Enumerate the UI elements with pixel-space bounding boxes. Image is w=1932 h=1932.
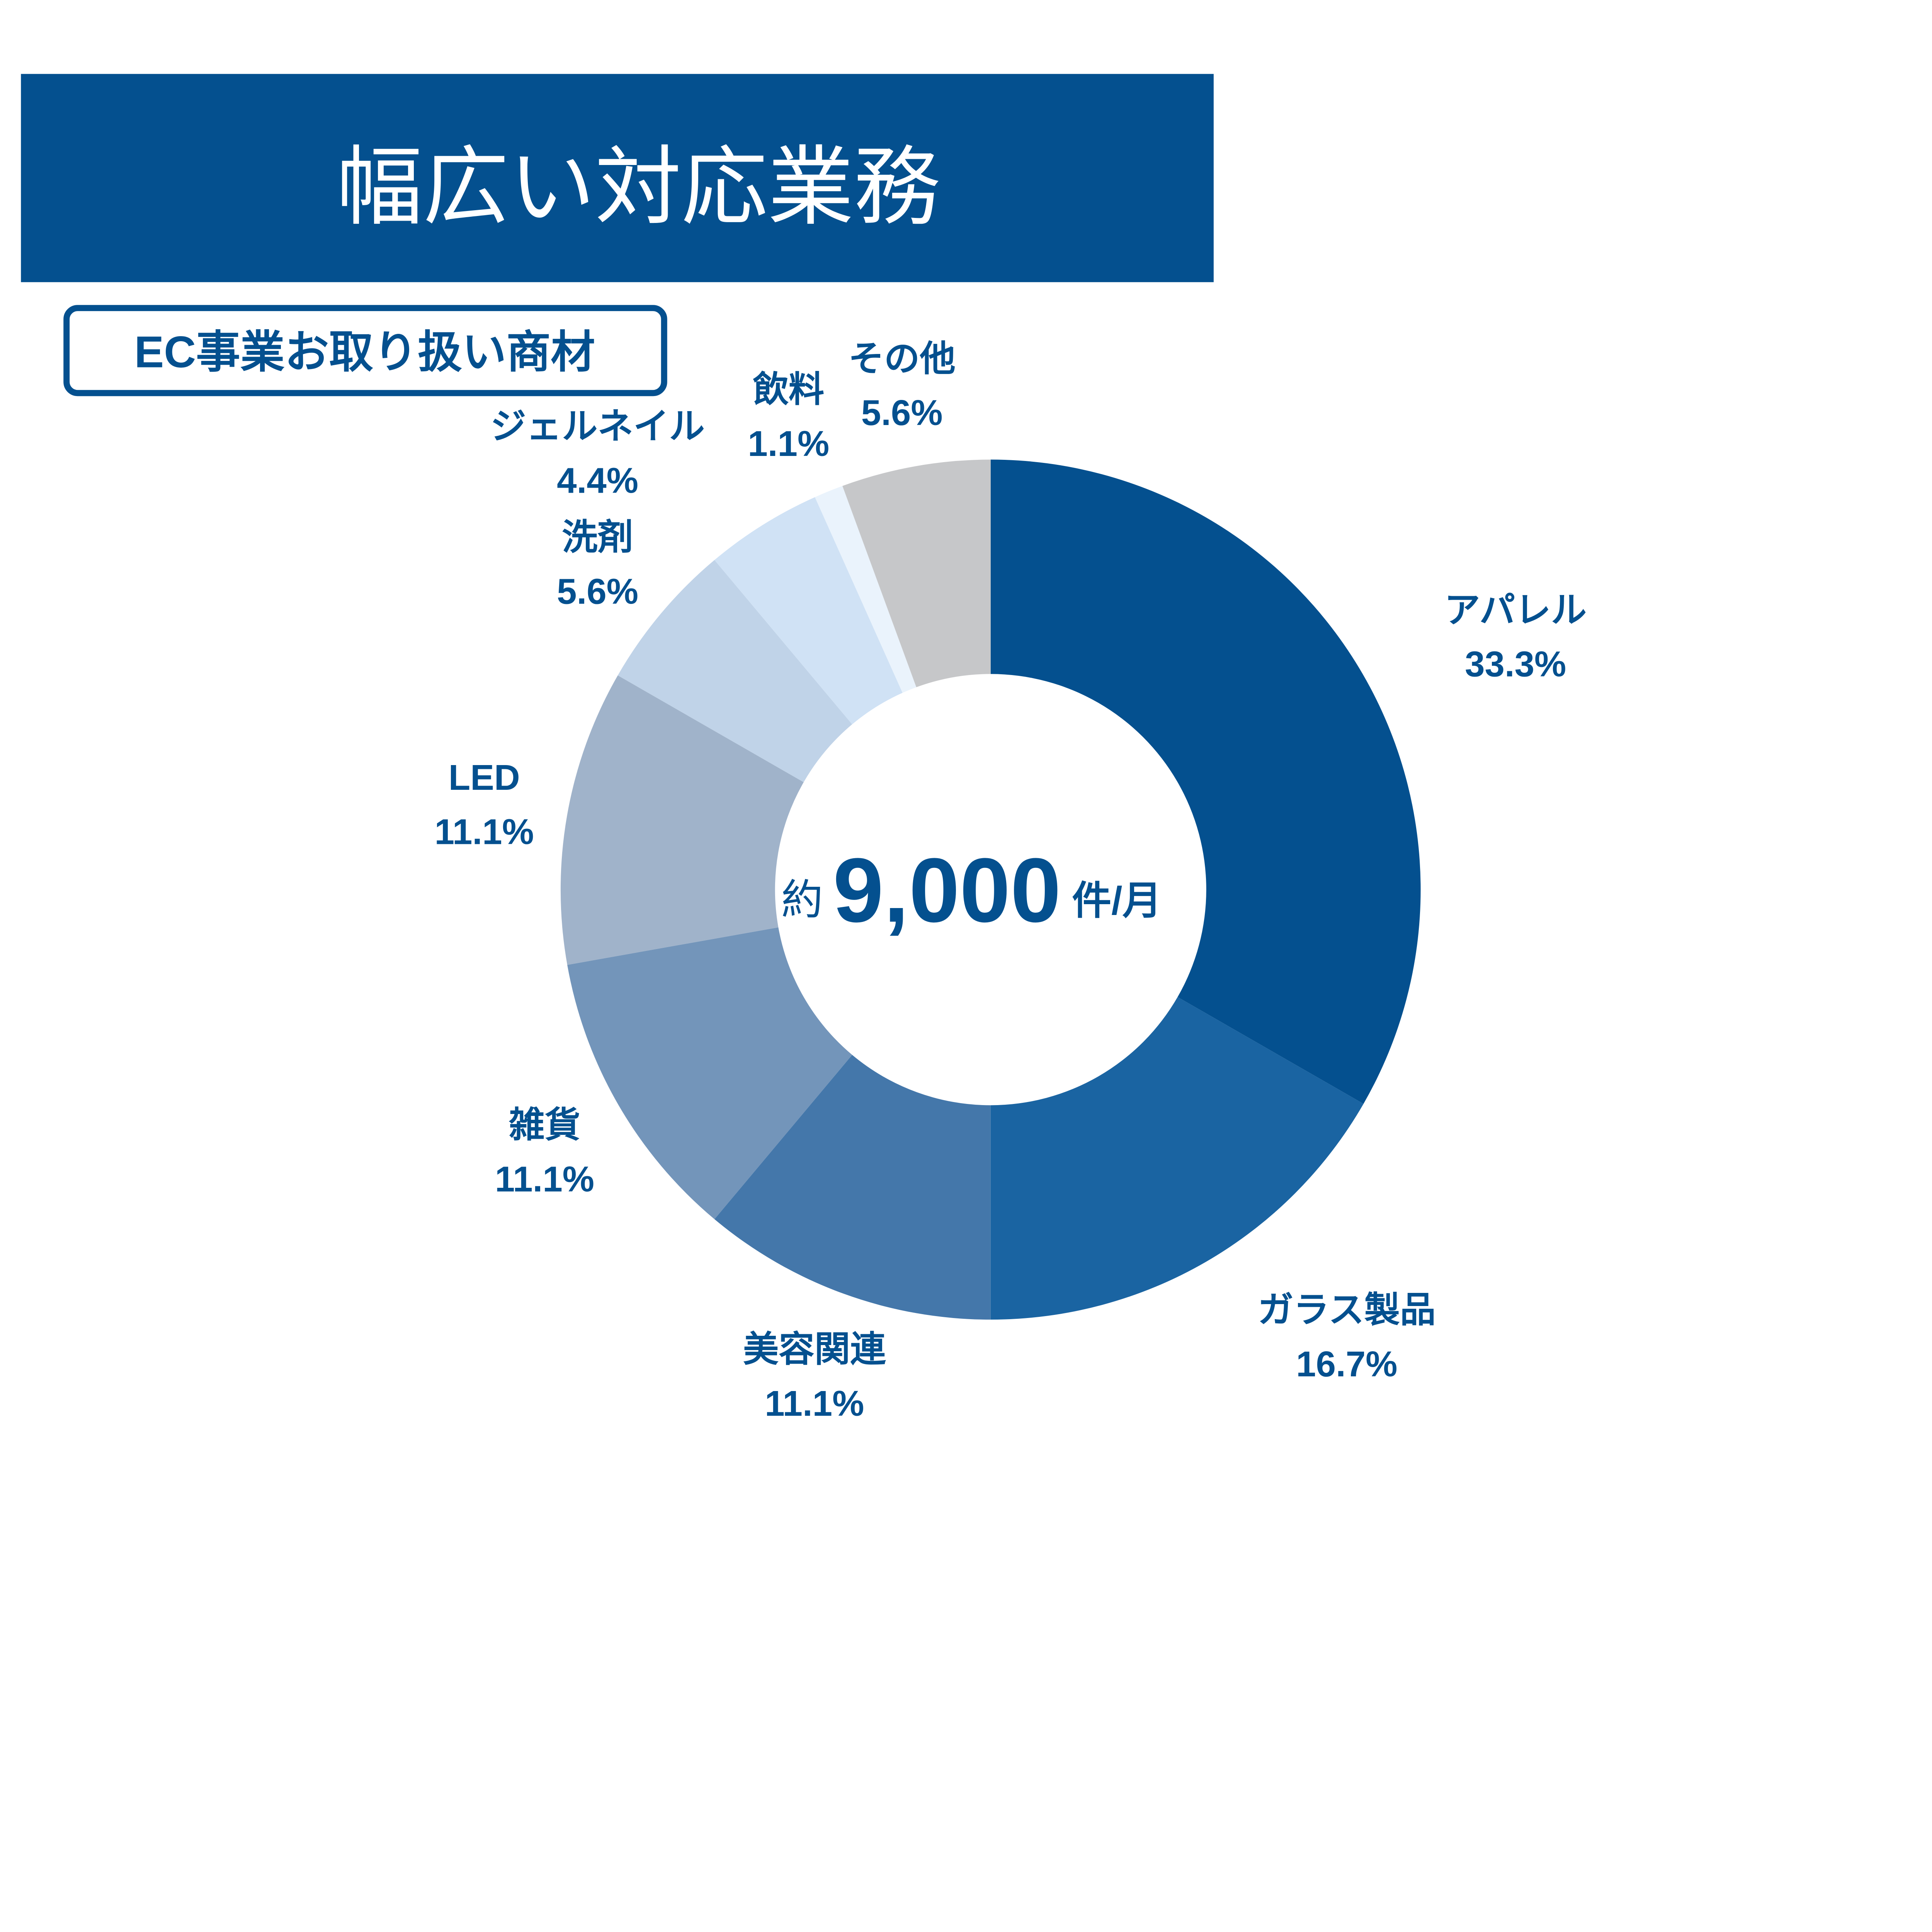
- chart-svg: 幅広い対応業務 EC事業お取り扱い商材 アパレル 33.3% ガラス製品 16.7% 美…: [21, 74, 1587, 1423]
- center-prefix: 約: [781, 876, 823, 923]
- subtitle-box: [63, 305, 667, 396]
- slice-label: アパレル: [1444, 590, 1587, 630]
- slice-0: [990, 459, 1421, 1104]
- center-value: 9,000: [833, 839, 1061, 941]
- subtitle: EC事業お取り扱い商材: [134, 327, 595, 377]
- slice-value-label: 1.1%: [748, 423, 829, 464]
- slice-label: 飲料: [753, 369, 824, 410]
- donut-slices: [560, 459, 1421, 1320]
- slice-3: [567, 927, 852, 1219]
- slice-label: ジェルネイル: [490, 406, 705, 446]
- slice-value-label: 5.6%: [861, 393, 943, 433]
- slice-value-label: 11.1%: [495, 1159, 594, 1199]
- slice-label: 洗剤: [562, 517, 633, 557]
- slice-label: 雑貨: [509, 1105, 580, 1145]
- slice-value-label: 5.6%: [557, 571, 638, 611]
- slice-value-label: 33.3%: [1465, 644, 1566, 684]
- slice-label: 美容関連: [743, 1329, 886, 1369]
- slice-value-label: 11.1%: [435, 811, 534, 852]
- slice-value-label: 11.1%: [765, 1383, 864, 1423]
- title-banner: [21, 74, 1214, 282]
- slice-7: [815, 486, 917, 693]
- slice-labels: アパレル 33.3% ガラス製品 16.7% 美容関連 11.1% 雑貨 11.1% LED 11…: [435, 338, 1587, 1423]
- page-title: 幅広い対応業務: [337, 139, 940, 235]
- slice-label: ガラス製品: [1258, 1290, 1436, 1330]
- slice-8: [842, 459, 991, 687]
- slice-label: その他: [848, 338, 955, 379]
- center-suffix: 件/月: [1072, 879, 1162, 923]
- slice-label: LED: [449, 757, 520, 798]
- slice-1: [990, 997, 1364, 1320]
- slice-6: [714, 497, 903, 724]
- slice-value-label: 16.7%: [1296, 1344, 1397, 1384]
- slice-5: [617, 560, 852, 782]
- slice-4: [560, 675, 804, 965]
- slice-value-label: 4.4%: [557, 461, 638, 501]
- slice-2: [714, 1055, 991, 1320]
